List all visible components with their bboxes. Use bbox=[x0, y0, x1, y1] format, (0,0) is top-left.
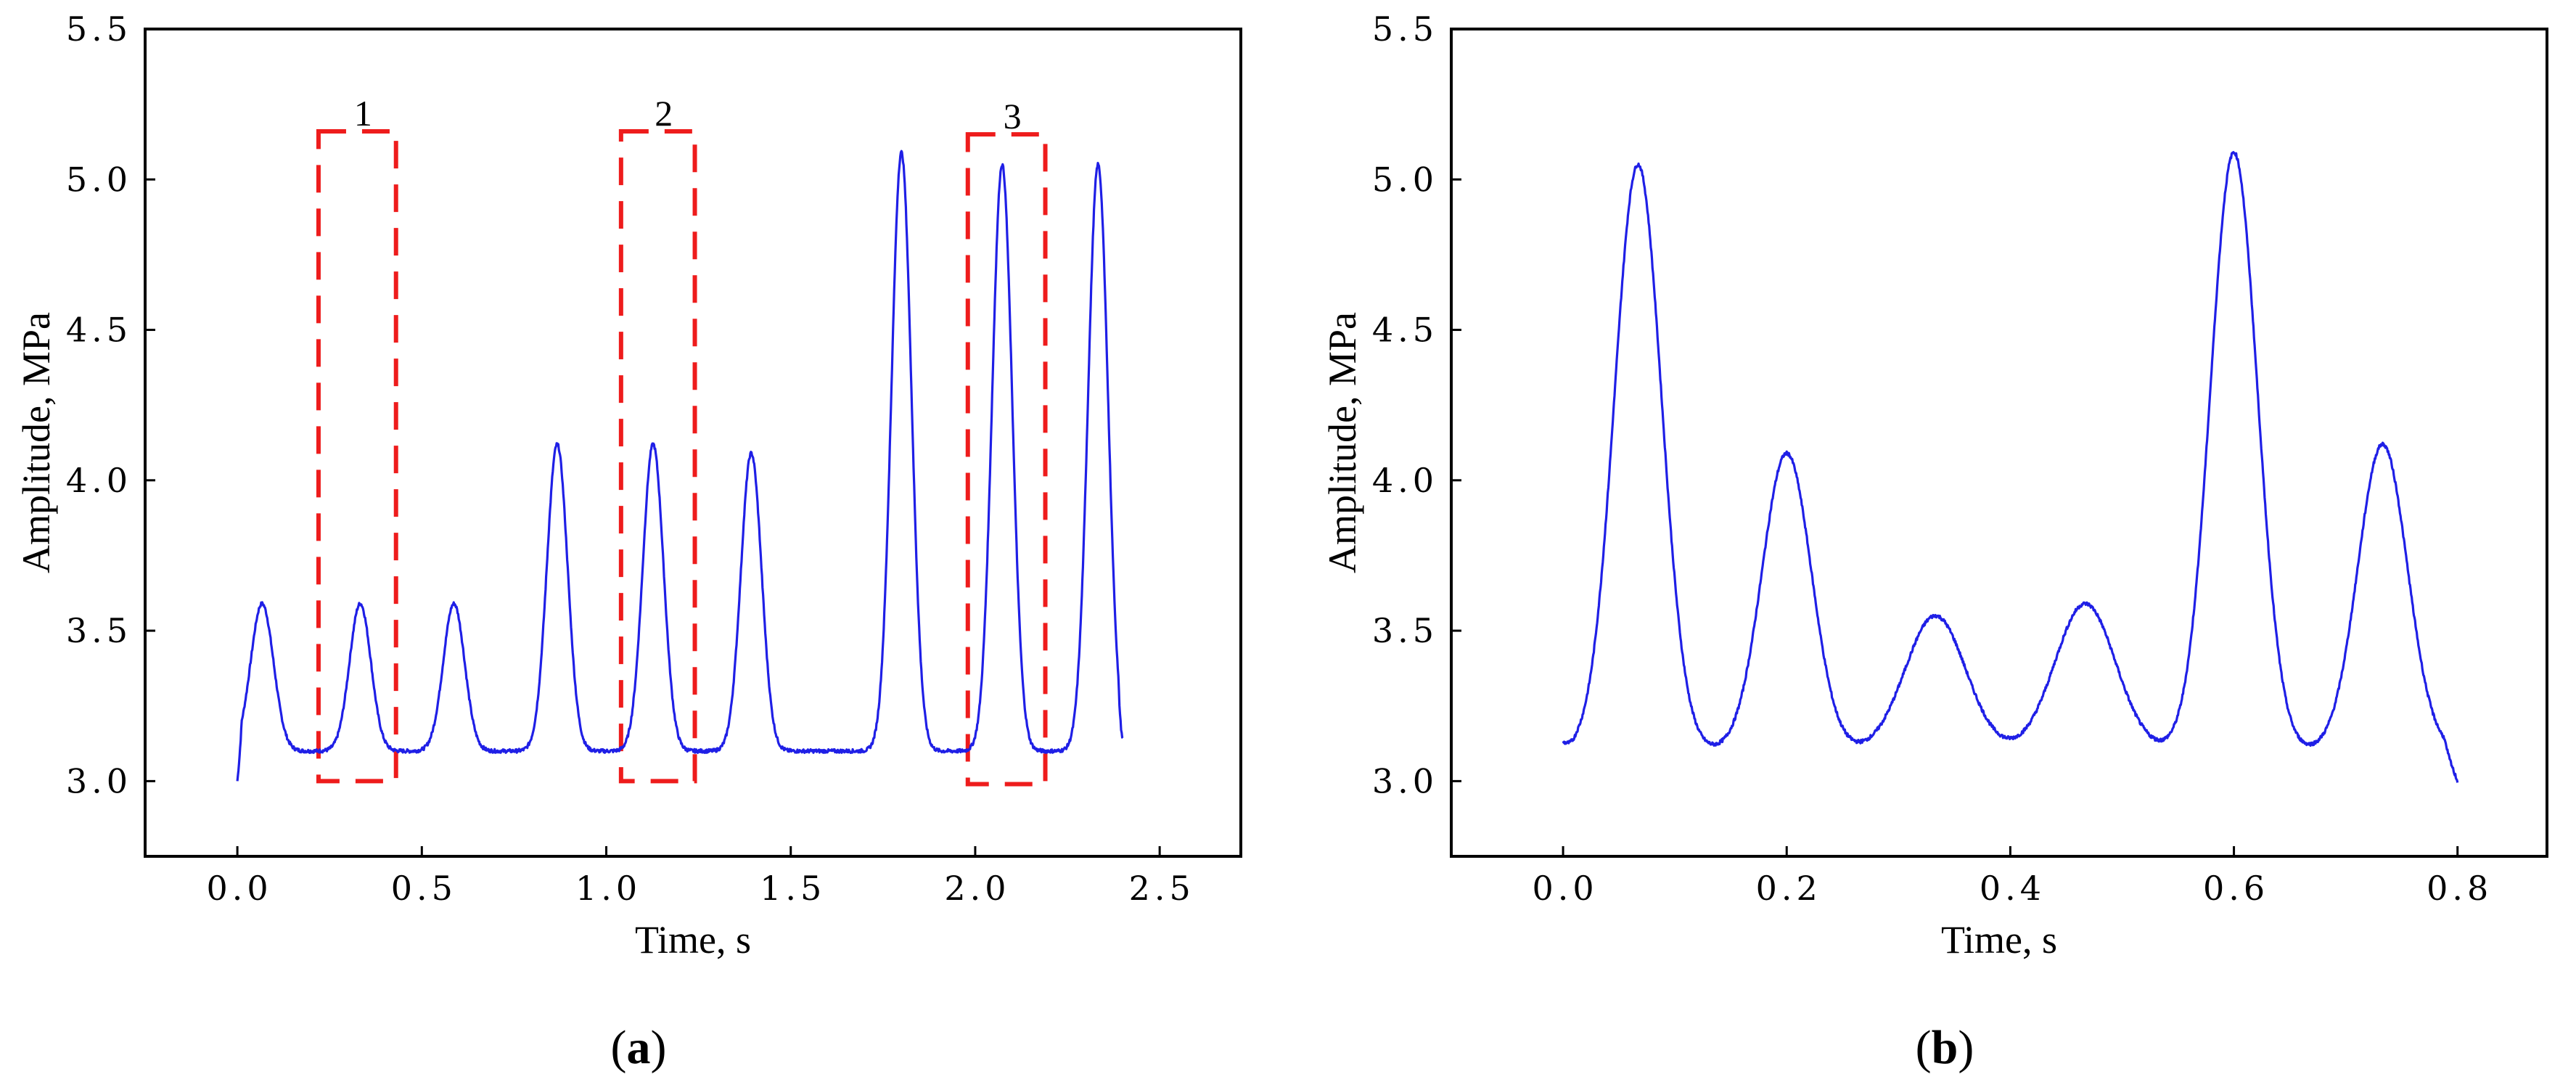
y-tick-label-a: 4.5 bbox=[66, 311, 132, 350]
x-tick-label-b: 0.0 bbox=[1533, 869, 1599, 908]
y-tick-label-b: 5.5 bbox=[1372, 9, 1438, 49]
annotation-box-2 bbox=[618, 128, 697, 784]
x-tick-label-a: 1.5 bbox=[760, 869, 826, 908]
annotation-box-3 bbox=[965, 132, 1048, 787]
x-tick-label-a: 2.5 bbox=[1129, 869, 1195, 908]
panel-label-b-open: ( bbox=[1916, 1021, 1932, 1074]
annotation-label-1: 1 bbox=[354, 93, 372, 134]
ticks-a: 0.0 0.5 1.0 1.5 2.0 2.5 3.0 3.5 4.0 4.5 5.0 5.5 bbox=[66, 9, 1195, 908]
y-tick-label-b: 4.0 bbox=[1372, 461, 1438, 500]
panel-label-a: (a) bbox=[611, 1021, 667, 1074]
y-tick-label-a: 3.5 bbox=[66, 611, 132, 650]
panel-label-a-close: ) bbox=[651, 1021, 667, 1074]
x-tick-label-a: 0.5 bbox=[391, 869, 457, 908]
x-tick-label-b: 0.4 bbox=[1980, 869, 2046, 908]
x-tick-label-a: 1.0 bbox=[575, 869, 641, 908]
x-tick-label-a: 2.0 bbox=[944, 869, 1010, 908]
annotation-label-2: 2 bbox=[655, 93, 673, 134]
annotation-box-1 bbox=[316, 128, 398, 784]
panel-label-b-close: ) bbox=[1958, 1021, 1974, 1074]
series-b bbox=[1562, 151, 2459, 783]
y-axis-label-b: Amplitude, MPa bbox=[1321, 312, 1364, 573]
y-tick-label-a: 5.0 bbox=[66, 160, 132, 199]
x-axis-label-a: Time, s bbox=[635, 918, 751, 962]
y-tick-label-a: 4.0 bbox=[66, 461, 132, 500]
series-a bbox=[236, 149, 1124, 782]
series-line-b bbox=[1562, 151, 2459, 783]
panel-a: 1 2 3 0.0 0.5 1.0 1.5 2.0 2.5 3.0 3.5 4.0 4.5 5.0 5.5… bbox=[15, 9, 1242, 1074]
y-axis-label-a: Amplitude, MPa bbox=[15, 312, 58, 573]
x-tick-label-b: 0.8 bbox=[2427, 869, 2493, 908]
y-tick-label-b: 5.0 bbox=[1372, 160, 1438, 199]
plot-frame-b bbox=[1450, 28, 2548, 858]
y-tick-label-b: 4.5 bbox=[1372, 311, 1438, 350]
panel-label-b-letter: b bbox=[1932, 1021, 1958, 1074]
y-tick-label-a: 5.5 bbox=[66, 9, 132, 49]
panel-b: 0.0 0.2 0.4 0.6 0.8 3.0 3.5 4.0 4.5 5.0 5.5 Time, … bbox=[1321, 9, 2548, 1074]
series-line-a bbox=[236, 149, 1124, 782]
x-tick-label-b: 0.6 bbox=[2203, 869, 2269, 908]
x-axis-label-b: Time, s bbox=[1941, 918, 2057, 962]
annotation-boxes-a: 1 2 3 bbox=[316, 93, 1048, 787]
y-tick-label-b: 3.0 bbox=[1372, 761, 1438, 800]
x-tick-label-a: 0.0 bbox=[207, 869, 273, 908]
y-tick-label-a: 3.0 bbox=[66, 761, 132, 800]
y-tick-label-b: 3.5 bbox=[1372, 611, 1438, 650]
panel-label-a-open: ( bbox=[611, 1021, 627, 1074]
ticks-b: 0.0 0.2 0.4 0.6 0.8 3.0 3.5 4.0 4.5 5.0 5.5 bbox=[1372, 9, 2493, 908]
panel-label-a-letter: a bbox=[627, 1021, 651, 1074]
panel-label-b: (b) bbox=[1916, 1021, 1974, 1074]
plot-frame-a bbox=[144, 28, 1242, 858]
x-tick-label-b: 0.2 bbox=[1756, 869, 1822, 908]
annotation-label-3: 3 bbox=[1004, 96, 1022, 136]
